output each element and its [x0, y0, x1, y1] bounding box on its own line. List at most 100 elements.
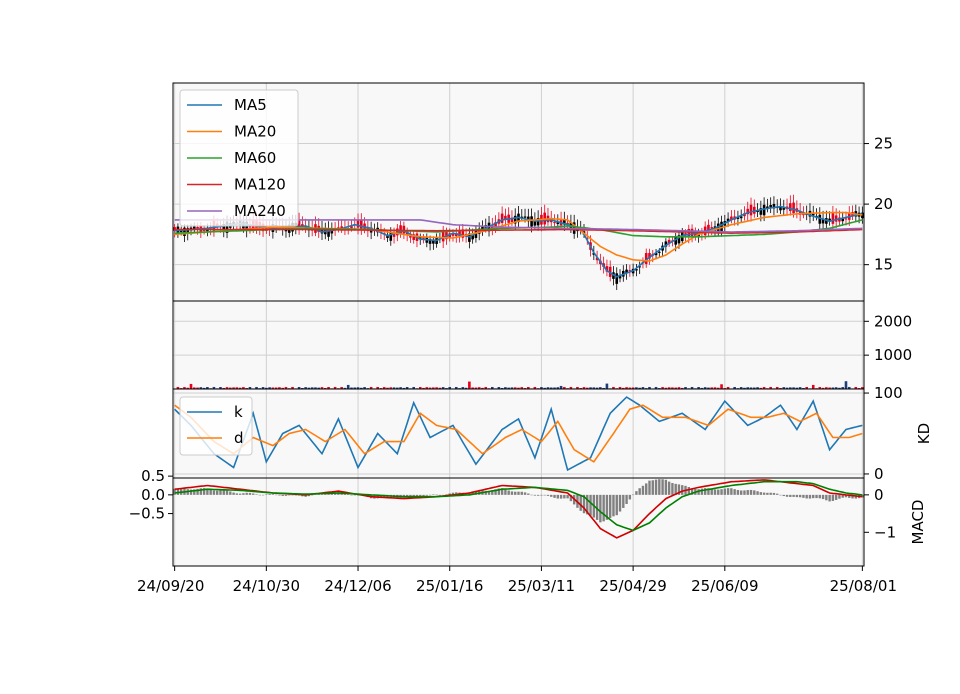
volume-bar: [360, 387, 363, 389]
volume-bar: [677, 387, 681, 389]
candle-body: [792, 202, 795, 214]
macd-tick-label-left: 0.5: [141, 467, 165, 485]
volume-bar: [199, 387, 203, 389]
volume-bar: [841, 387, 845, 389]
volume-bar: [697, 387, 700, 389]
candle-body: [615, 273, 619, 284]
osc-bar: [206, 488, 209, 495]
osc-bar: [484, 490, 487, 495]
candle-body: [811, 213, 815, 216]
macd-tick-label-left: −0.5: [129, 505, 165, 523]
volume-bar: [225, 387, 229, 389]
candle-body: [779, 206, 782, 211]
osc-bar: [635, 491, 638, 495]
osc-bar: [530, 494, 533, 496]
osc-bar: [540, 494, 543, 496]
osc-bar: [327, 493, 330, 495]
osc-bar: [422, 494, 425, 497]
volume-bar: [274, 387, 278, 389]
candle-body: [386, 235, 389, 238]
osc-bar: [405, 494, 409, 497]
candle-body: [752, 206, 756, 214]
osc-bar: [582, 494, 586, 514]
panel-background-macd: [173, 478, 864, 566]
volume-bar: [222, 387, 226, 389]
legend-label-ma240: MA240: [234, 202, 286, 220]
osc-bar: [762, 492, 766, 495]
volume-bar: [248, 386, 252, 389]
osc-bar: [291, 494, 294, 496]
volume-bar: [834, 387, 838, 389]
volume-bar: [543, 387, 546, 389]
osc-bar: [441, 494, 445, 496]
osc-bar: [288, 494, 291, 496]
volume-bar: [418, 387, 422, 389]
osc-bar: [219, 490, 222, 495]
osc-bar: [674, 483, 677, 495]
volume-bar: [546, 387, 550, 389]
volume-bar: [278, 387, 281, 389]
osc-bar: [229, 491, 232, 495]
osc-bar: [510, 491, 514, 495]
volume-bar: [350, 387, 353, 389]
osc-bar: [504, 489, 507, 495]
volume-bar: [235, 387, 239, 389]
osc-bar: [766, 492, 769, 495]
price-tick-label: 15: [874, 256, 893, 274]
osc-bar: [409, 494, 412, 497]
candle-body: [834, 215, 838, 222]
candle-body: [674, 236, 677, 245]
legend-label-k: k: [234, 403, 243, 421]
volume-bar: [320, 387, 324, 389]
volume-bar: [422, 387, 425, 389]
osc-bar: [753, 490, 756, 495]
osc-bar: [654, 479, 658, 495]
osc-bar: [726, 488, 730, 495]
osc-bar: [255, 494, 258, 495]
volume-bar: [782, 387, 786, 389]
volume-tick-label: 1000: [874, 346, 912, 364]
volume-bar: [507, 387, 510, 389]
candle-body: [183, 227, 186, 236]
osc-bar: [212, 490, 216, 495]
osc-bar: [563, 494, 566, 499]
candle-body: [595, 257, 599, 261]
osc-bar: [425, 494, 429, 496]
osc-bar: [566, 494, 569, 499]
osc-bar: [602, 494, 605, 522]
osc-bar: [625, 494, 628, 504]
candle-body: [690, 228, 694, 238]
osc-bar: [553, 494, 556, 498]
osc-bar: [432, 494, 435, 495]
osc-bar: [445, 494, 448, 495]
osc-bar: [209, 489, 212, 495]
volume-bar: [297, 386, 301, 389]
candle-body: [825, 218, 828, 224]
volume-bar: [775, 387, 779, 389]
osc-bar: [599, 494, 602, 523]
volume-bar: [242, 387, 245, 389]
osc-bar: [703, 488, 707, 495]
volume-bar: [343, 387, 347, 389]
osc-bar: [586, 494, 589, 515]
volume-bar: [484, 387, 488, 389]
macd-tick-label-right: −1: [874, 523, 896, 541]
osc-bar: [199, 488, 203, 495]
candle-body: [730, 216, 733, 220]
volume-bar: [491, 386, 494, 389]
candle-body: [500, 213, 504, 223]
candle-body: [458, 229, 461, 238]
volume-bar: [206, 387, 209, 389]
volume-bar: [189, 383, 193, 389]
candle-body: [451, 234, 455, 236]
volume-bar: [471, 387, 474, 389]
osc-bar: [834, 494, 838, 500]
candle-body: [635, 269, 638, 271]
volume-bar: [654, 386, 658, 389]
candle-body: [720, 221, 723, 232]
volume-bar: [284, 387, 288, 389]
osc-bar: [658, 479, 661, 495]
volume-bar: [798, 387, 802, 389]
volume-bar: [314, 387, 317, 389]
volume-bar: [563, 387, 566, 389]
